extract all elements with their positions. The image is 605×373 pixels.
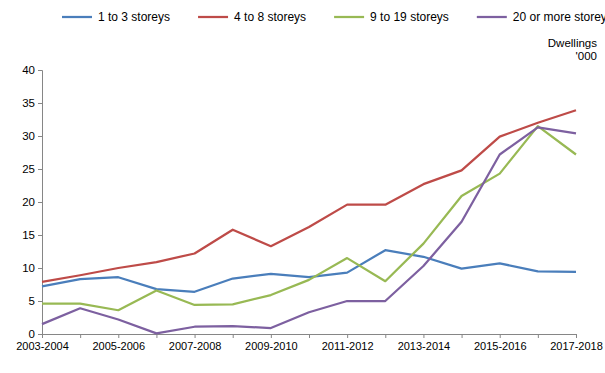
y-tick: 0 (29, 328, 42, 340)
legend-item: 20 or more storeys (477, 10, 605, 24)
y-tick-mark (38, 103, 42, 104)
y-tick: 15 (22, 229, 42, 241)
x-tick-mark (347, 334, 348, 338)
y-tick-mark (38, 169, 42, 170)
x-tick: 2017-2018 (550, 334, 603, 352)
x-tick-label: 2009-2010 (245, 340, 298, 352)
y-tick-label: 10 (22, 262, 35, 274)
legend-label: 20 or more storeys (513, 10, 605, 24)
x-tick-mark (423, 334, 424, 338)
x-tick-mark (156, 334, 157, 338)
legend-label: 4 to 8 storeys (234, 10, 306, 24)
series-line (42, 127, 576, 333)
x-tick-mark (576, 334, 577, 338)
y-tick: 40 (22, 64, 42, 76)
x-tick (309, 334, 310, 338)
y-tick-mark (38, 334, 42, 335)
legend-item: 1 to 3 storeys (62, 10, 170, 24)
y-tick-label: 5 (29, 295, 35, 307)
series-line (42, 250, 576, 292)
x-tick: 2013-2014 (398, 334, 451, 352)
y-tick: 25 (22, 163, 42, 175)
x-tick: 2015-2016 (474, 334, 527, 352)
y-tick-label: 0 (29, 328, 35, 340)
x-tick-mark (233, 334, 234, 338)
x-tick-mark (195, 334, 196, 338)
x-tick (80, 334, 81, 338)
x-tick-mark (500, 334, 501, 338)
legend-label: 1 to 3 storeys (98, 10, 170, 24)
x-axis-line (43, 335, 577, 339)
legend: 1 to 3 storeys 4 to 8 storeys 9 to 19 stor… (62, 10, 605, 24)
y-tick-label: 40 (22, 64, 35, 76)
y-tick-label: 30 (22, 130, 35, 142)
x-tick-mark (271, 334, 272, 338)
series-line (42, 126, 576, 310)
x-tick (538, 334, 539, 338)
x-tick-mark (80, 334, 81, 338)
y-tick-label: 15 (22, 229, 35, 241)
y-axis-title: Dwellings'000 (548, 37, 597, 62)
y-tick-mark (38, 202, 42, 203)
y-tick-mark (38, 268, 42, 269)
legend-swatch (477, 16, 507, 18)
plot-area (42, 110, 576, 333)
x-axis: 2003-2004 2005-2006 2007-2008 2009-2010 2011… (16, 334, 603, 352)
x-tick (385, 334, 386, 338)
x-tick-label: 2013-2014 (398, 340, 451, 352)
y-axis: 0 5 10 15 20 25 30 35 40 (22, 64, 42, 340)
x-tick: 2011-2012 (322, 334, 374, 352)
x-tick (462, 334, 463, 338)
x-tick-mark (462, 334, 463, 338)
y-axis-title-line: Dwellings (548, 37, 597, 49)
x-tick-label: 2005-2006 (92, 340, 145, 352)
legend-item: 4 to 8 storeys (198, 10, 306, 24)
x-tick-mark (42, 334, 43, 338)
x-tick: 2003-2004 (16, 334, 69, 352)
x-tick (156, 334, 157, 338)
x-tick-mark (309, 334, 310, 338)
y-tick: 20 (22, 196, 42, 208)
y-tick-mark (38, 235, 42, 236)
series-line (42, 110, 576, 282)
x-tick-label: 2007-2008 (169, 340, 222, 352)
y-tick-mark (38, 301, 42, 302)
y-axis-title-line: '000 (576, 50, 597, 62)
legend-label: 9 to 19 storeys (370, 10, 449, 24)
legend-swatch (198, 16, 228, 18)
chart: 0 5 10 15 20 25 30 35 40 2003-2004 2005-2006 2007-2… (0, 0, 605, 373)
y-tick-label: 35 (22, 97, 35, 109)
x-tick-mark (385, 334, 386, 338)
x-tick: 2009-2010 (245, 334, 298, 352)
y-tick: 5 (29, 295, 42, 307)
y-axis-line (38, 71, 43, 335)
x-tick (233, 334, 234, 338)
legend-item: 9 to 19 storeys (334, 10, 449, 24)
y-tick-label: 20 (22, 196, 35, 208)
y-tick: 30 (22, 130, 42, 142)
x-tick-mark (118, 334, 119, 338)
y-tick: 35 (22, 97, 42, 109)
y-tick-mark (38, 70, 42, 71)
x-tick-label: 2015-2016 (474, 340, 527, 352)
y-tick-label: 25 (22, 163, 35, 175)
x-tick-label: 2011-2012 (322, 340, 374, 352)
x-tick-label: 2003-2004 (16, 340, 69, 352)
x-tick: 2005-2006 (92, 334, 145, 352)
x-tick-label: 2017-2018 (550, 340, 603, 352)
legend-swatch (62, 16, 92, 18)
legend-swatch (334, 16, 364, 18)
x-tick-mark (538, 334, 539, 338)
x-tick: 2007-2008 (169, 334, 222, 352)
y-tick: 10 (22, 262, 42, 274)
y-tick-mark (38, 136, 42, 137)
